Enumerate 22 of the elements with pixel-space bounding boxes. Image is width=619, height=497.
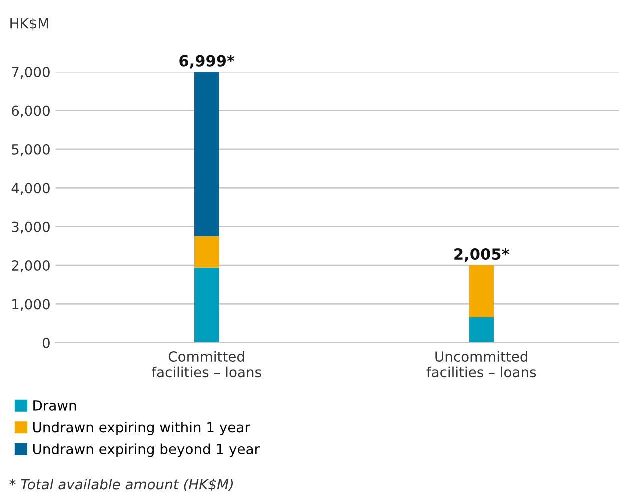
legend-label: Drawn	[34, 400, 76, 411]
y-tick-label: 0	[42, 338, 50, 348]
legend-label: Undrawn expiring within 1 year	[33, 422, 250, 436]
bar	[194, 268, 220, 343]
bar	[194, 72, 220, 237]
y-axis-title: HK$M	[10, 18, 48, 31]
bar	[469, 317, 494, 343]
y-tick-label: 5,000	[12, 144, 50, 156]
legend-label: Undrawn expiring beyond 1 year	[33, 444, 260, 458]
total-label: 2,005*	[454, 248, 510, 262]
text: * Total available amount (HK$M)	[10, 478, 234, 492]
bar	[469, 265, 494, 318]
y-tick-label: 1,000	[12, 299, 50, 312]
y-tick-label: 3,000	[12, 222, 50, 234]
bar	[194, 236, 220, 268]
x-tick-label: Uncommitted facilities – loans	[426, 351, 536, 378]
y-tick-label: 2,000	[12, 260, 50, 272]
y-tick-label: 6,000	[12, 106, 50, 118]
y-tick-label: 4,000	[12, 183, 50, 196]
y-tick-label: 7,000	[12, 67, 50, 79]
x-tick-label: Committed facilities – loans	[152, 351, 262, 378]
total-label: 6,999*	[180, 55, 235, 69]
